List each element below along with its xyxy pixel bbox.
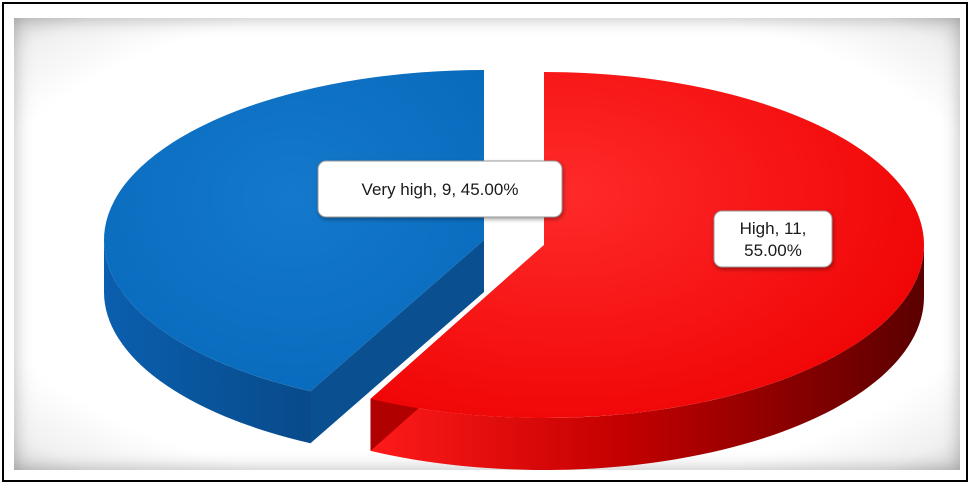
data-label-text: High, 11, [740, 219, 807, 238]
data-label-text: 55.00% [744, 241, 802, 260]
pie-slice-side [104, 240, 311, 444]
pie-slice-side [370, 245, 924, 470]
data-label-high: High, 11, 55.00% [713, 210, 833, 268]
data-label-very-high: Very high, 9, 45.00% [317, 160, 563, 218]
pie-slice-cut-face [310, 240, 484, 444]
pie-slice-top [104, 70, 484, 392]
pie-slice-high [370, 72, 925, 470]
data-label-text: Very high, 9, 45.00% [362, 180, 519, 199]
pie-slice-very-high [104, 70, 484, 444]
pie-slice-top [370, 72, 925, 418]
data-label-box [713, 210, 833, 268]
data-label-box [317, 160, 563, 218]
